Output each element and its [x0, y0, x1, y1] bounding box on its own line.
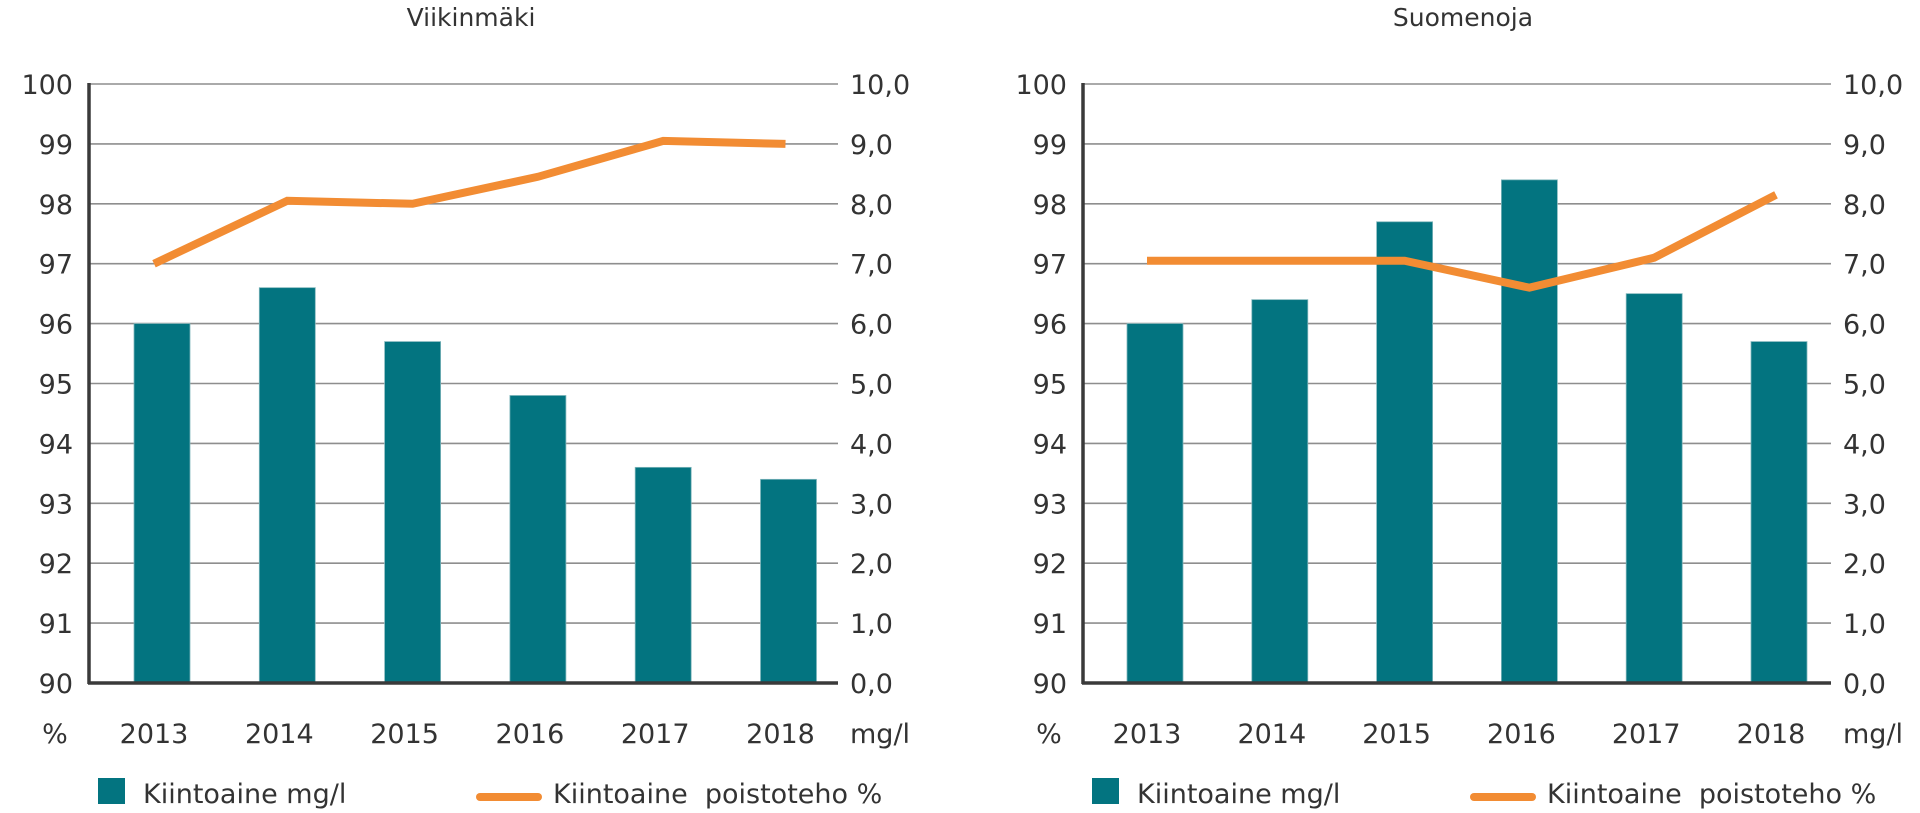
- left-tick-label: 91: [1033, 609, 1067, 640]
- right-tick-label: 2,0: [1843, 549, 1886, 580]
- left-tick-label: 97: [39, 250, 73, 281]
- left-tick-label: 90: [39, 669, 73, 700]
- bar-2018: [760, 478, 817, 684]
- right-tick-label: 6,0: [1843, 310, 1886, 341]
- x-tick-label: 2018: [746, 719, 815, 750]
- left-tick-label: 98: [39, 190, 73, 221]
- x-tick-label: 2016: [1487, 719, 1556, 750]
- bar-2016: [509, 395, 567, 684]
- bar-2016: [1501, 179, 1558, 684]
- right-tick-label: 1,0: [850, 609, 893, 640]
- bar-2018: [1750, 341, 1808, 684]
- right-axis-unit-label: mg/l: [850, 719, 910, 750]
- x-tick-label: 2014: [245, 719, 314, 750]
- legend-bar-label: Kiintoaine mg/l: [143, 779, 346, 810]
- right-tick-label: 4,0: [850, 429, 893, 460]
- right-tick-label: 0,0: [1843, 669, 1886, 700]
- right-tick-label: 7,0: [850, 250, 893, 281]
- bar-2013: [1126, 323, 1184, 684]
- x-tick-label: 2015: [1362, 719, 1431, 750]
- right-tick-label: 0,0: [850, 669, 893, 700]
- line-series-poistoteho: [1147, 191, 1778, 292]
- left-tick-label: 93: [39, 489, 73, 520]
- right-tick-label: 2,0: [850, 549, 893, 580]
- left-tick-label: 94: [1033, 429, 1067, 460]
- left-axis-unit-label: %: [42, 719, 68, 750]
- right-tick-label: 8,0: [1843, 190, 1886, 221]
- chart-title: Viikinmäki: [407, 3, 536, 32]
- left-tick-label: 100: [21, 70, 73, 101]
- left-tick-label: 97: [1033, 250, 1067, 281]
- x-tick-label: 2015: [370, 719, 439, 750]
- left-tick-label: 95: [1033, 370, 1067, 401]
- left-tick-label: 99: [1033, 130, 1067, 161]
- legend-line-label: Kiintoaine poistoteho %: [553, 779, 882, 810]
- right-tick-label: 9,0: [850, 130, 893, 161]
- right-tick-label: 4,0: [1843, 429, 1886, 460]
- right-tick-label: 7,0: [1843, 250, 1886, 281]
- right-tick-label: 5,0: [1843, 370, 1886, 401]
- right-tick-label: 10,0: [1843, 70, 1903, 101]
- left-tick-label: 99: [39, 130, 73, 161]
- left-tick-label: 90: [1033, 669, 1067, 700]
- legend-line-label: Kiintoaine poistoteho %: [1547, 779, 1876, 810]
- bar-2017: [1625, 293, 1683, 684]
- legend-bar-swatch: [1092, 778, 1119, 804]
- chart-title: Suomenoja: [1393, 3, 1533, 32]
- left-tick-label: 92: [1033, 549, 1067, 580]
- right-tick-label: 10,0: [850, 70, 910, 101]
- left-axis-unit-label: %: [1036, 719, 1062, 750]
- x-tick-label: 2013: [1113, 719, 1182, 750]
- left-tick-label: 95: [39, 370, 73, 401]
- left-tick-label: 94: [39, 429, 73, 460]
- bar-2017: [634, 466, 692, 684]
- chart-suomenoja: Suomenoja 90 0,0 91 1,0 92 2,0 93 3,0 94 4,0 95 5,0 9…: [1015, 3, 1903, 810]
- right-tick-label: 9,0: [1843, 130, 1886, 161]
- left-tick-label: 96: [39, 310, 73, 341]
- bar-2014: [258, 287, 316, 684]
- x-tick-label: 2013: [120, 719, 189, 750]
- chart-viikinmaki: Viikinmäki 90 0,0 91 1,0 92 2,0 93 3,0 94 4,0 95 5,0…: [21, 3, 910, 810]
- right-tick-label: 5,0: [850, 370, 893, 401]
- bar-2015: [1376, 221, 1433, 684]
- line-series-poistoteho: [152, 136, 786, 268]
- right-axis-unit-label: mg/l: [1843, 719, 1903, 750]
- bar-2014: [1251, 299, 1309, 684]
- right-tick-label: 6,0: [850, 310, 893, 341]
- bar-2015: [384, 341, 442, 684]
- x-tick-label: 2017: [621, 719, 690, 750]
- right-tick-label: 3,0: [850, 489, 893, 520]
- x-tick-label: 2018: [1737, 719, 1806, 750]
- bar-2013: [133, 323, 191, 684]
- right-tick-label: 1,0: [1843, 609, 1886, 640]
- left-tick-label: 93: [1033, 489, 1067, 520]
- legend-bar-label: Kiintoaine mg/l: [1137, 779, 1340, 810]
- left-tick-label: 98: [1033, 190, 1067, 221]
- x-tick-label: 2014: [1237, 719, 1306, 750]
- right-tick-label: 3,0: [1843, 489, 1886, 520]
- left-tick-label: 100: [1015, 70, 1067, 101]
- legend-bar-swatch: [98, 778, 125, 804]
- left-tick-label: 91: [39, 609, 73, 640]
- left-tick-label: 92: [39, 549, 73, 580]
- x-tick-label: 2017: [1612, 719, 1681, 750]
- left-tick-label: 96: [1033, 310, 1067, 341]
- right-tick-label: 8,0: [850, 190, 893, 221]
- x-tick-label: 2016: [496, 719, 565, 750]
